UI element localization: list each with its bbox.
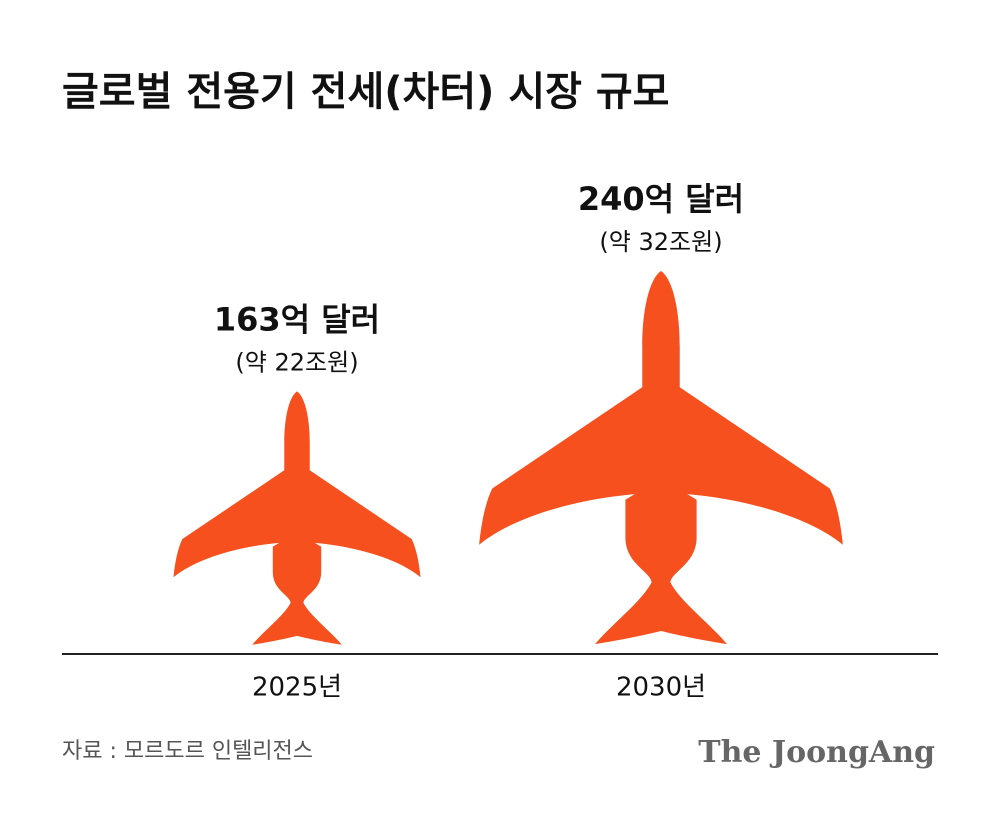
note-label: (약 32조원) — [599, 228, 722, 256]
chart-title: 글로벌 전용기 전세(차터) 시장 규모 — [62, 69, 669, 115]
source: 자료 : 모르도르 인텔리전스 — [62, 739, 313, 764]
x-tick-label: 2030년 — [616, 673, 706, 703]
note-label: (약 22조원) — [235, 348, 358, 376]
brand: The JoongAng — [698, 735, 935, 770]
value-label: 240억 달러 — [578, 180, 744, 218]
plane — [479, 271, 843, 645]
plane — [173, 391, 421, 645]
value-label: 163억 달러 — [214, 300, 380, 338]
x-tick-label: 2025년 — [252, 673, 342, 703]
